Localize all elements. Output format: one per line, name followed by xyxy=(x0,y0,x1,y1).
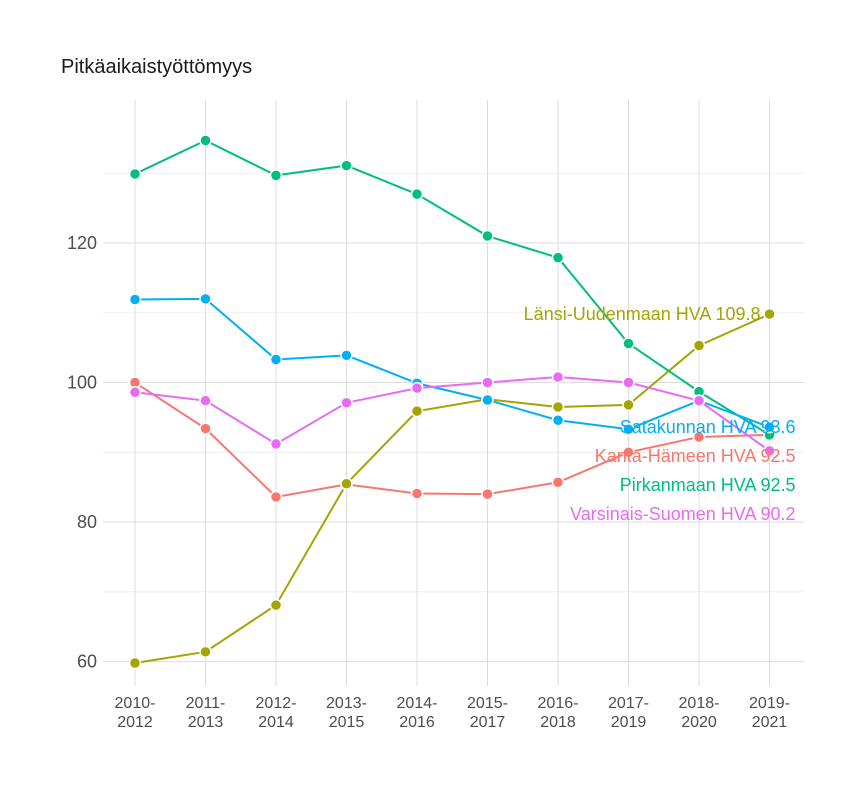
data-point xyxy=(551,370,565,384)
series-end-label: Satakunnan HVA 93.6 xyxy=(620,417,796,437)
data-point xyxy=(692,339,706,352)
y-tick-label: 60 xyxy=(77,652,97,672)
data-point xyxy=(410,381,424,395)
data-point xyxy=(622,423,635,436)
data-point xyxy=(763,307,776,321)
y-tick-label: 100 xyxy=(67,373,97,393)
x-tick-label: 2012-2014 xyxy=(256,695,297,731)
data-point xyxy=(551,476,565,489)
data-point xyxy=(410,404,424,418)
data-point xyxy=(269,353,283,366)
data-point xyxy=(269,490,283,504)
data-point xyxy=(763,444,776,458)
data-point xyxy=(269,169,283,182)
data-point xyxy=(199,292,212,306)
data-point xyxy=(340,477,353,490)
series-group xyxy=(128,134,776,670)
data-point xyxy=(340,159,353,172)
data-point xyxy=(551,400,565,414)
data-point xyxy=(269,437,283,451)
data-point xyxy=(622,398,635,412)
data-point xyxy=(481,376,494,389)
data-point xyxy=(481,229,494,243)
data-point xyxy=(551,251,565,264)
data-point xyxy=(692,430,706,444)
chart-title: Pitkäaikaistyöttömyys xyxy=(61,56,253,78)
data-point xyxy=(551,413,565,427)
series-end-label: Kanta-Hämeen HVA 92.5 xyxy=(595,446,796,466)
x-tick-label: 2016-2018 xyxy=(538,695,579,731)
data-point xyxy=(692,394,706,407)
x-tick-label: 2015-2017 xyxy=(467,695,508,731)
data-point xyxy=(199,394,212,407)
x-tick-label: 2019-2021 xyxy=(749,695,790,731)
series-line xyxy=(134,313,770,664)
x-tick-label: 2018-2020 xyxy=(679,695,720,731)
data-point xyxy=(622,337,635,350)
data-point xyxy=(622,446,635,459)
x-tick-label: 2011-2013 xyxy=(186,695,226,731)
x-tick-label: 2013-2015 xyxy=(326,695,367,731)
x-axis-ticks: 2010-2012 2011-2013 2012-2014 2013-2015 2014… xyxy=(115,695,790,731)
series-end-label: Länsi-Uudenmaan HVA 109.8 xyxy=(524,304,761,324)
x-tick-label: 2017-2019 xyxy=(608,695,649,731)
series-line xyxy=(134,139,771,436)
data-point xyxy=(410,487,424,500)
series-line xyxy=(134,297,770,431)
data-point xyxy=(340,349,353,362)
data-point xyxy=(128,293,142,306)
data-point xyxy=(199,134,212,147)
data-point xyxy=(199,645,212,659)
data-point xyxy=(481,487,494,501)
series-line xyxy=(134,381,770,499)
data-point xyxy=(269,598,283,612)
data-point xyxy=(199,422,212,435)
data-point xyxy=(410,187,424,201)
data-point xyxy=(763,420,776,434)
data-point xyxy=(481,393,494,407)
y-tick-label: 120 xyxy=(67,233,97,253)
series-end-label: Pirkanmaan HVA 92.5 xyxy=(620,475,796,495)
end-labels-group: Länsi-Uudenmaan HVA 109.8 Satakunnan HVA … xyxy=(524,304,796,524)
data-point xyxy=(622,376,635,389)
y-axis-ticks: 60 80 100 120 xyxy=(67,233,97,672)
y-tick-label: 80 xyxy=(77,512,97,532)
data-point xyxy=(340,396,353,410)
data-point xyxy=(128,167,142,181)
series-line xyxy=(134,375,771,452)
data-point xyxy=(128,386,142,399)
x-tick-label: 2014-2016 xyxy=(397,695,438,731)
x-tick-label: 2010-2012 xyxy=(115,695,156,731)
series-end-label: Varsinais-Suomen HVA 90.2 xyxy=(570,504,795,524)
data-point xyxy=(128,656,142,670)
